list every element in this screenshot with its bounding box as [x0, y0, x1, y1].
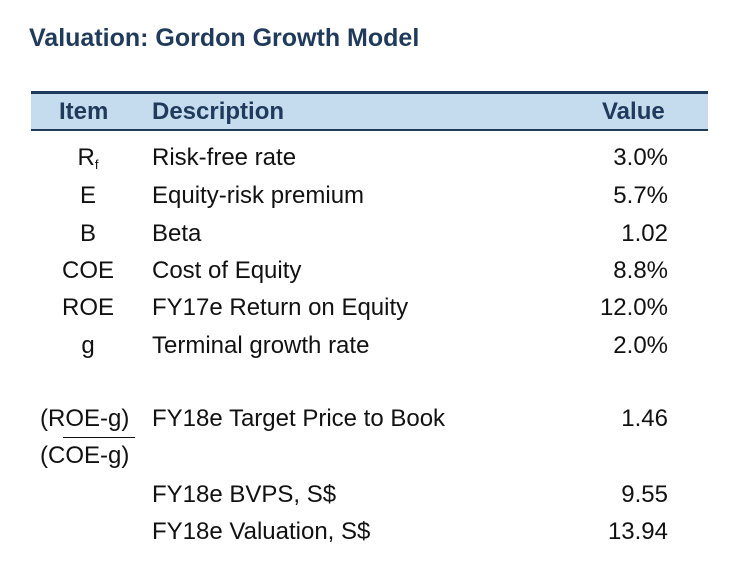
item-cell: g [81, 332, 95, 359]
fraction-denominator: (COE-g) [40, 442, 130, 469]
value-cell: 5.7% [613, 182, 668, 209]
description-cell: FY17e Return on Equity [152, 294, 409, 321]
value-cell: 1.02 [621, 220, 668, 247]
description-cell: FY18e Valuation, S$ [152, 518, 371, 545]
item-subscript: f [94, 157, 99, 172]
description-cell: Terminal growth rate [152, 332, 370, 359]
description-cell: FY18e Target Price to Book [152, 405, 446, 432]
item-symbol: R [77, 144, 95, 171]
fraction-bar [63, 437, 135, 438]
description-cell: Cost of Equity [152, 257, 302, 284]
fraction-numerator: (ROE-g) [40, 405, 130, 432]
description-cell: Risk-free rate [152, 144, 297, 171]
value-cell: 1.46 [621, 405, 668, 432]
table-header [31, 91, 708, 131]
column-header-item: Item [59, 98, 109, 125]
item-cell: Rf [33, 144, 143, 172]
item-cell: COE [61, 257, 114, 284]
value-cell: 2.0% [613, 332, 668, 359]
page-title: Valuation: Gordon Growth Model [29, 24, 420, 52]
description-cell: Equity-risk premium [152, 182, 365, 209]
column-header-value: Value [602, 98, 665, 125]
value-cell: 8.8% [613, 257, 668, 284]
column-header-description: Description [152, 98, 285, 125]
description-cell: FY18e BVPS, S$ [152, 481, 337, 508]
item-cell: B [79, 220, 96, 247]
value-cell: 13.94 [607, 518, 668, 545]
item-cell: E [79, 182, 96, 209]
value-cell: 12.0% [599, 294, 668, 321]
value-cell: 3.0% [613, 144, 668, 171]
item-cell: ROE [61, 294, 114, 321]
description-cell: Beta [152, 220, 202, 247]
value-cell: 9.55 [621, 481, 668, 508]
